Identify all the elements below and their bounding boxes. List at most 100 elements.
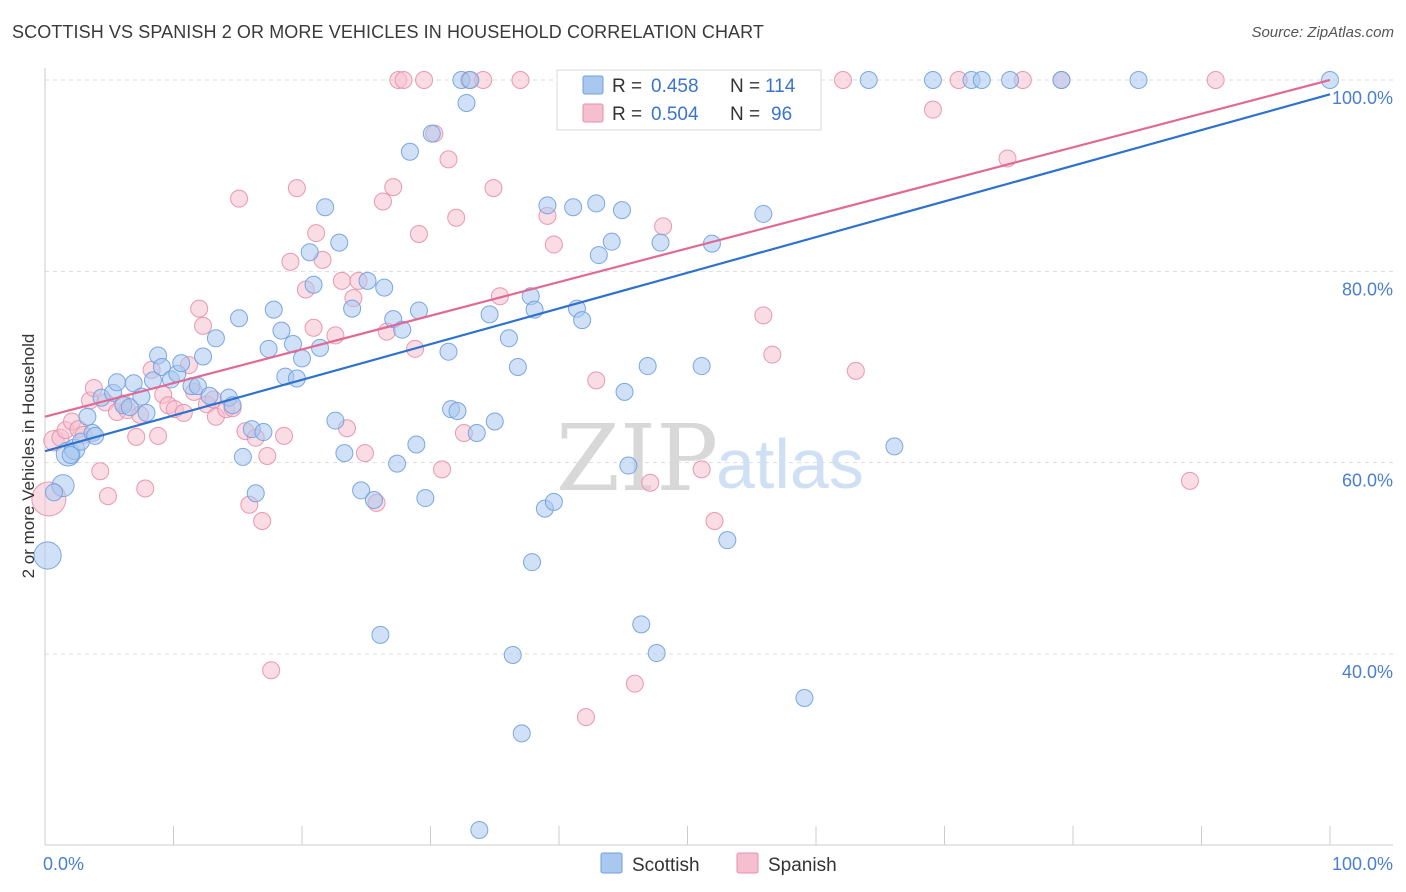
scottish-point [1052, 71, 1071, 89]
scottish-point [152, 358, 171, 376]
gridlines [45, 79, 1393, 655]
scottish-point [795, 689, 814, 708]
scottish-point [330, 233, 349, 252]
scottish-point [538, 196, 557, 215]
scottish-point [233, 447, 252, 466]
y-axis-label: 2 or more Vehicles in Household [19, 334, 38, 579]
scottish-point [461, 71, 480, 89]
spanish-point [373, 192, 392, 211]
scottish-point [206, 329, 225, 348]
spanish-point [705, 512, 724, 531]
scottish-points [33, 71, 1339, 840]
spanish-point [439, 150, 458, 169]
spanish-trend-line [44, 78, 1331, 418]
legend-n-label-scottish: N = [730, 76, 760, 97]
scottish-point [246, 484, 265, 503]
x-tick-label-min: 0.0% [43, 854, 84, 874]
scottish-point [293, 349, 311, 368]
scottish-point [508, 358, 527, 376]
scottish-point [485, 412, 504, 431]
legend-r-value-spanish: 0.504 [651, 104, 699, 125]
scottish-point [885, 437, 904, 456]
bottom-legend-swatch-spanish [736, 852, 759, 874]
spanish-point [287, 179, 306, 198]
scottish-point [388, 454, 407, 473]
scottish-point [512, 724, 531, 743]
scottish-point [467, 424, 486, 443]
spanish-point [281, 252, 300, 271]
scottish-point [439, 342, 458, 361]
scottish-point [352, 481, 371, 500]
spanish-point [190, 299, 209, 318]
bottom-legend-swatch-scottish [600, 852, 623, 874]
spanish-point [275, 426, 294, 445]
spanish-point [1206, 71, 1225, 89]
spanish-point [332, 271, 351, 290]
scottish-point [523, 553, 542, 572]
spanish-point [544, 235, 563, 254]
spanish-point [576, 708, 595, 727]
scottish-point [615, 382, 634, 401]
scottish-point [44, 483, 63, 502]
spanish-point [409, 225, 428, 244]
scottish-point [448, 402, 467, 421]
x-tick-label-max: 100.0% [1332, 854, 1393, 874]
scottish-point [172, 354, 191, 373]
scottish-trend-line [44, 93, 1331, 453]
spanish-point [833, 71, 852, 89]
watermark-atlas: atlas [716, 425, 864, 503]
bottom-legend-spanish: Spanish [768, 855, 837, 876]
spanish-point [355, 444, 374, 463]
spanish-point [230, 189, 249, 208]
legend-r-value-scottish: 0.458 [651, 76, 699, 97]
spanish-point [692, 460, 711, 479]
scottish-point [573, 311, 592, 330]
spanish-point [262, 661, 281, 680]
source-credit: Source: ZipAtlas.com [1251, 24, 1394, 41]
scottish-point [651, 233, 670, 252]
scottish-point [499, 329, 518, 348]
spanish-point [587, 371, 606, 390]
legend-swatch-spanish [582, 103, 604, 123]
scottish-point [107, 373, 126, 392]
scottish-point [1129, 71, 1148, 89]
scottish-point [718, 531, 737, 550]
scottish-point [457, 93, 476, 112]
scottish-point [120, 398, 139, 417]
scottish-point [400, 142, 419, 161]
axes [44, 68, 1393, 846]
scottish-point [316, 198, 335, 217]
scottish-point [972, 71, 991, 89]
watermark: ZIP atlas [556, 405, 864, 512]
scottish-point [859, 71, 878, 89]
scottish-point [364, 490, 383, 509]
scottish-point [480, 305, 499, 324]
y-tick-label-100: 100.0% [1332, 88, 1393, 108]
scottish-point [300, 243, 319, 262]
scottish-point [1001, 71, 1020, 89]
scottish-point [587, 194, 606, 213]
series-legend: Scottish Spanish [600, 852, 837, 876]
stats-legend: R = 0.458 N = 114 R = 0.504 N = 96 [556, 69, 822, 131]
scottish-point [589, 246, 608, 265]
legend-n-value-scottish: 114 [765, 76, 796, 97]
spanish-point [98, 487, 117, 506]
scottish-point [619, 456, 638, 475]
scottish-point [124, 374, 143, 393]
scottish-point [137, 403, 156, 422]
scottish-point [923, 71, 942, 89]
scottish-point [358, 271, 377, 290]
scottish-point [564, 198, 583, 217]
scottish-point [393, 320, 412, 339]
spanish-point [641, 473, 660, 492]
scottish-point [254, 423, 273, 442]
spanish-point [136, 479, 155, 498]
scottish-point [416, 489, 435, 508]
bottom-legend-scottish: Scottish [632, 855, 700, 876]
scottish-point [692, 357, 711, 376]
scottish-point [194, 347, 213, 366]
legend-n-value-spanish: 96 [771, 104, 792, 125]
spanish-point [258, 446, 277, 465]
spanish-point [923, 100, 942, 119]
scottish-point [612, 201, 631, 220]
